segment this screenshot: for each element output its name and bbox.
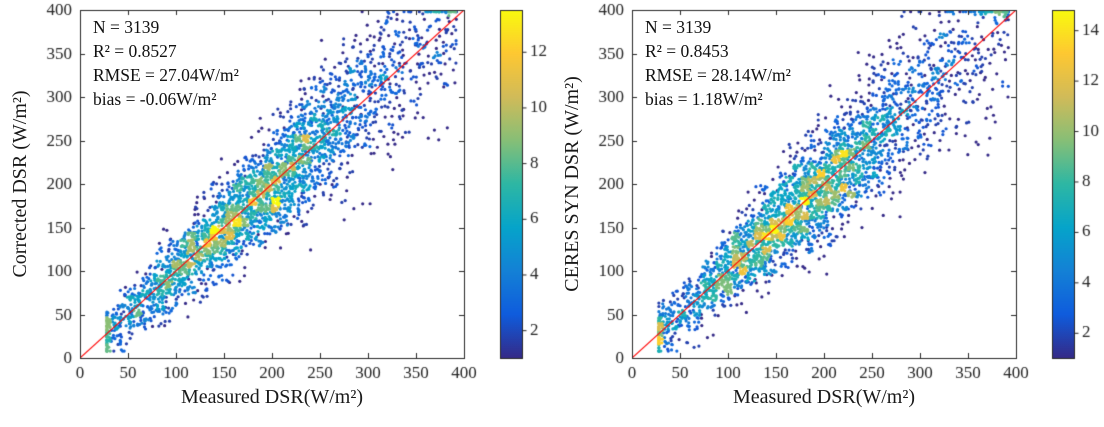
stat-r2: R² = 0.8527 xyxy=(93,41,177,61)
y-axis-label: CERES SYN DSR (W/m²) xyxy=(561,76,583,292)
x-axis-label: Measured DSR(W/m²) xyxy=(180,386,364,408)
stat-bias: bias = -0.06W/m² xyxy=(93,89,217,109)
chart-ceres-syn-dsr: CERES SYN DSR (W/m²) Measured DSR(W/m²) … xyxy=(552,0,1104,427)
stat-r2: R² = 0.8453 xyxy=(645,41,729,61)
stat-n: N = 3139 xyxy=(645,17,712,37)
x-axis-label: Measured DSR(W/m²) xyxy=(732,386,916,408)
chart-corrected-dsr: Corrected DSR (W/m²) Measured DSR(W/m²) … xyxy=(0,0,552,427)
scatter-canvas-ceres xyxy=(552,0,1104,427)
stat-rmse: RMSE = 28.14W/m² xyxy=(645,65,791,85)
stat-n: N = 3139 xyxy=(93,17,160,37)
stat-rmse: RMSE = 27.04W/m² xyxy=(93,65,239,85)
stats-annotation: N = 3139 R² = 0.8527 RMSE = 27.04W/m² bi… xyxy=(93,15,239,111)
scatter-canvas-corrected xyxy=(0,0,552,427)
stat-bias: bias = 1.18W/m² xyxy=(645,89,763,109)
stats-annotation: N = 3139 R² = 0.8453 RMSE = 28.14W/m² bi… xyxy=(645,15,791,111)
y-axis-label: Corrected DSR (W/m²) xyxy=(9,90,31,278)
